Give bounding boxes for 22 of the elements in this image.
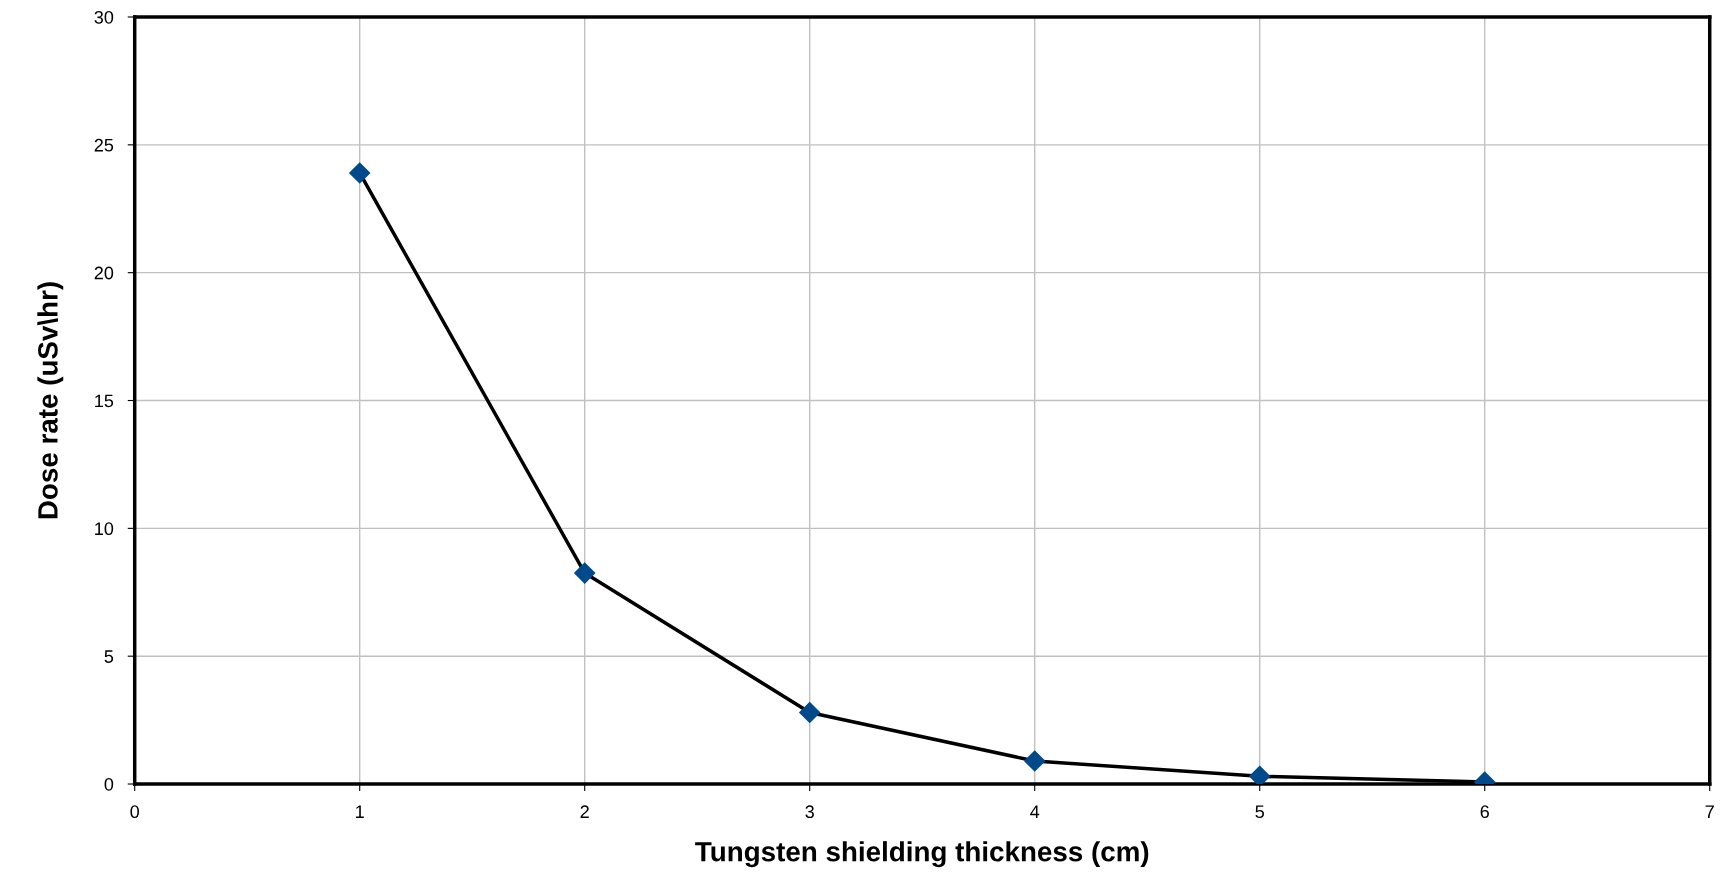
x-tick-label: 3 xyxy=(805,805,814,819)
x-tick-label: 0 xyxy=(130,805,140,819)
y-tick-label: 20 xyxy=(94,266,114,280)
y-tick-label: 10 xyxy=(95,522,114,536)
y-tick-label: 30 xyxy=(94,10,114,24)
y-tick-label: 25 xyxy=(94,138,114,152)
x-tick-label: 1 xyxy=(356,805,364,818)
x-tick-label: 2 xyxy=(580,805,589,818)
y-axis-title: Dose rate (uSv\hr) xyxy=(37,282,64,519)
x-tick-label: 5 xyxy=(1255,805,1264,819)
point xyxy=(1249,765,1271,785)
point xyxy=(574,562,596,584)
point xyxy=(1024,750,1046,772)
point xyxy=(799,701,821,723)
x-tick-label: 4 xyxy=(1030,805,1040,818)
x-tick-label: 7 xyxy=(1705,805,1714,818)
y-tick-label: 5 xyxy=(104,650,114,663)
point xyxy=(349,162,371,184)
y-tick-label: 0 xyxy=(104,777,114,791)
x-axis-title: Tungsten shielding thickness (cm) xyxy=(695,841,1149,868)
y-tick-label: 15 xyxy=(95,394,114,408)
x-tick-label: 6 xyxy=(1480,805,1489,819)
